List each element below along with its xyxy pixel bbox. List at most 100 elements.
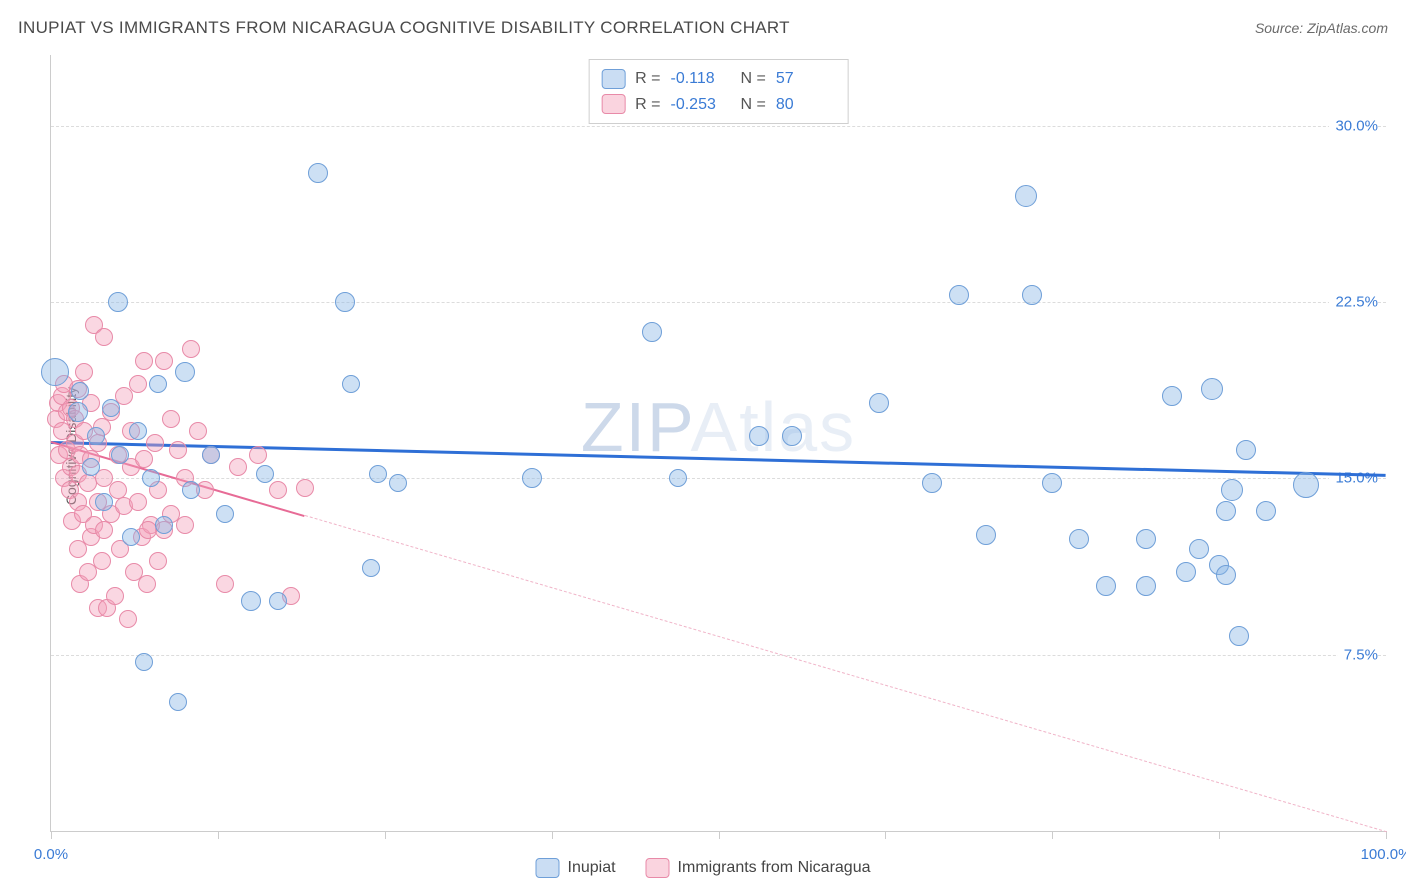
scatter-point-b	[162, 410, 180, 428]
scatter-point-a	[1216, 565, 1236, 585]
scatter-point-a	[389, 474, 407, 492]
swatch-series-a	[601, 69, 625, 89]
scatter-point-a	[256, 465, 274, 483]
x-tick	[385, 831, 386, 839]
scatter-point-a	[82, 458, 100, 476]
scatter-point-a	[108, 292, 128, 312]
r-label-a: R =	[635, 66, 660, 92]
scatter-point-a	[1293, 472, 1319, 498]
scatter-point-a	[1236, 440, 1256, 460]
r-value-a: -0.118	[671, 66, 731, 92]
scatter-point-a	[1229, 626, 1249, 646]
legend-item-a: Inupiat	[536, 858, 616, 878]
scatter-point-b	[75, 363, 93, 381]
scatter-point-a	[129, 422, 147, 440]
x-tick	[719, 831, 720, 839]
scatter-point-a	[782, 426, 802, 446]
x-tick-label: 100.0%	[1361, 846, 1406, 863]
scatter-point-a	[102, 399, 120, 417]
scatter-point-b	[119, 610, 137, 628]
scatter-point-b	[106, 587, 124, 605]
scatter-point-a	[1162, 386, 1182, 406]
legend: Inupiat Immigrants from Nicaragua	[536, 858, 871, 878]
scatter-point-a	[41, 358, 69, 386]
scatter-point-b	[216, 575, 234, 593]
scatter-point-a	[1221, 479, 1243, 501]
chart-header: INUPIAT VS IMMIGRANTS FROM NICARAGUA COG…	[18, 18, 1388, 38]
scatter-point-b	[249, 446, 267, 464]
stats-row-series-b: R = -0.253 N = 80	[601, 92, 836, 118]
scatter-point-a	[269, 592, 287, 610]
scatter-point-a	[1015, 185, 1037, 207]
scatter-point-a	[976, 525, 996, 545]
scatter-point-a	[335, 292, 355, 312]
scatter-point-a	[155, 516, 173, 534]
scatter-point-b	[182, 340, 200, 358]
scatter-point-a	[1189, 539, 1209, 559]
scatter-point-a	[869, 393, 889, 413]
scatter-point-a	[1069, 529, 1089, 549]
y-tick-label: 22.5%	[1329, 293, 1378, 310]
scatter-point-b	[296, 479, 314, 497]
scatter-point-a	[68, 402, 88, 422]
scatter-point-b	[93, 552, 111, 570]
scatter-point-a	[1042, 473, 1062, 493]
scatter-point-a	[71, 382, 89, 400]
source-prefix: Source:	[1255, 20, 1307, 36]
r-label-b: R =	[635, 92, 660, 118]
scatter-point-b	[135, 450, 153, 468]
scatter-point-b	[229, 458, 247, 476]
scatter-point-a	[241, 591, 261, 611]
scatter-point-b	[269, 481, 287, 499]
scatter-point-a	[1022, 285, 1042, 305]
scatter-point-a	[1176, 562, 1196, 582]
scatter-point-a	[111, 446, 129, 464]
gridline	[51, 478, 1386, 479]
scatter-point-a	[362, 559, 380, 577]
swatch-series-b	[601, 94, 625, 114]
scatter-point-a	[642, 322, 662, 342]
scatter-point-a	[1136, 529, 1156, 549]
scatter-point-a	[1136, 576, 1156, 596]
stats-row-series-a: R = -0.118 N = 57	[601, 66, 836, 92]
scatter-point-a	[135, 653, 153, 671]
scatter-point-a	[182, 481, 200, 499]
scatter-point-b	[176, 516, 194, 534]
scatter-point-b	[95, 328, 113, 346]
scatter-point-a	[122, 528, 140, 546]
scatter-point-a	[369, 465, 387, 483]
scatter-point-a	[308, 163, 328, 183]
scatter-point-a	[169, 693, 187, 711]
r-value-b: -0.253	[671, 92, 731, 118]
x-tick	[1219, 831, 1220, 839]
legend-item-b: Immigrants from Nicaragua	[646, 858, 871, 878]
legend-swatch-b	[646, 858, 670, 878]
scatter-point-a	[87, 427, 105, 445]
n-value-b: 80	[776, 92, 836, 118]
scatter-point-a	[216, 505, 234, 523]
scatter-point-b	[155, 352, 173, 370]
legend-label-a: Inupiat	[568, 859, 616, 877]
scatter-point-b	[149, 552, 167, 570]
legend-label-b: Immigrants from Nicaragua	[678, 859, 871, 877]
x-tick	[218, 831, 219, 839]
y-tick-label: 7.5%	[1338, 646, 1378, 663]
scatter-point-b	[95, 521, 113, 539]
x-tick	[885, 831, 886, 839]
scatter-point-a	[922, 473, 942, 493]
correlation-stats-box: R = -0.118 N = 57 R = -0.253 N = 80	[588, 59, 849, 124]
scatter-point-a	[95, 493, 113, 511]
legend-swatch-a	[536, 858, 560, 878]
scatter-point-a	[749, 426, 769, 446]
scatter-point-a	[1201, 378, 1223, 400]
n-label-b: N =	[741, 92, 766, 118]
n-value-a: 57	[776, 66, 836, 92]
scatter-point-a	[669, 469, 687, 487]
scatter-point-b	[189, 422, 207, 440]
scatter-point-a	[1096, 576, 1116, 596]
scatter-point-b	[129, 375, 147, 393]
watermark-part2: Atlas	[691, 388, 857, 466]
scatter-point-b	[169, 441, 187, 459]
chart-source: Source: ZipAtlas.com	[1255, 20, 1388, 36]
scatter-point-a	[175, 362, 195, 382]
